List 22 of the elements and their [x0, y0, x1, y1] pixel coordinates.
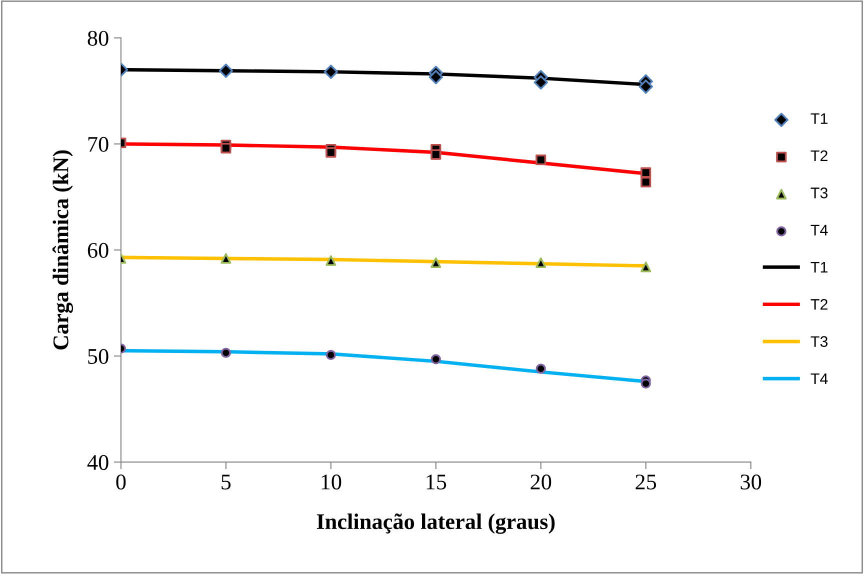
legend-label: T2 — [810, 150, 828, 162]
x-axis-title: Inclinação lateral (graus) — [316, 513, 555, 534]
y-tick-label: 80 — [88, 30, 108, 46]
y-tick-label: 60 — [88, 242, 108, 258]
y-tick-label: 70 — [88, 136, 108, 152]
y-tick-label: 40 — [87, 455, 108, 470]
legend-label: T3 — [810, 336, 828, 347]
x-tick-label: 10 — [322, 474, 342, 490]
x-tick-label: 30 — [740, 474, 762, 490]
x-tick-label: 20 — [530, 474, 552, 490]
legend-label: T3 — [810, 188, 828, 198]
x-tick-label: 25 — [636, 474, 656, 490]
x-tick-label: 5 — [222, 474, 231, 490]
legend-label: T4 — [810, 224, 828, 236]
legend-label: T4 — [810, 373, 828, 384]
legend-label: T1 — [810, 113, 828, 124]
y-tick-label: 50 — [88, 348, 108, 364]
y-axis-title: Carga dinâmica (kN) — [52, 150, 74, 350]
x-tick-label: 0 — [116, 474, 126, 490]
legend-label: T1 — [810, 262, 828, 273]
legend-label: T2 — [810, 298, 828, 310]
x-tick-label: 15 — [426, 474, 446, 490]
